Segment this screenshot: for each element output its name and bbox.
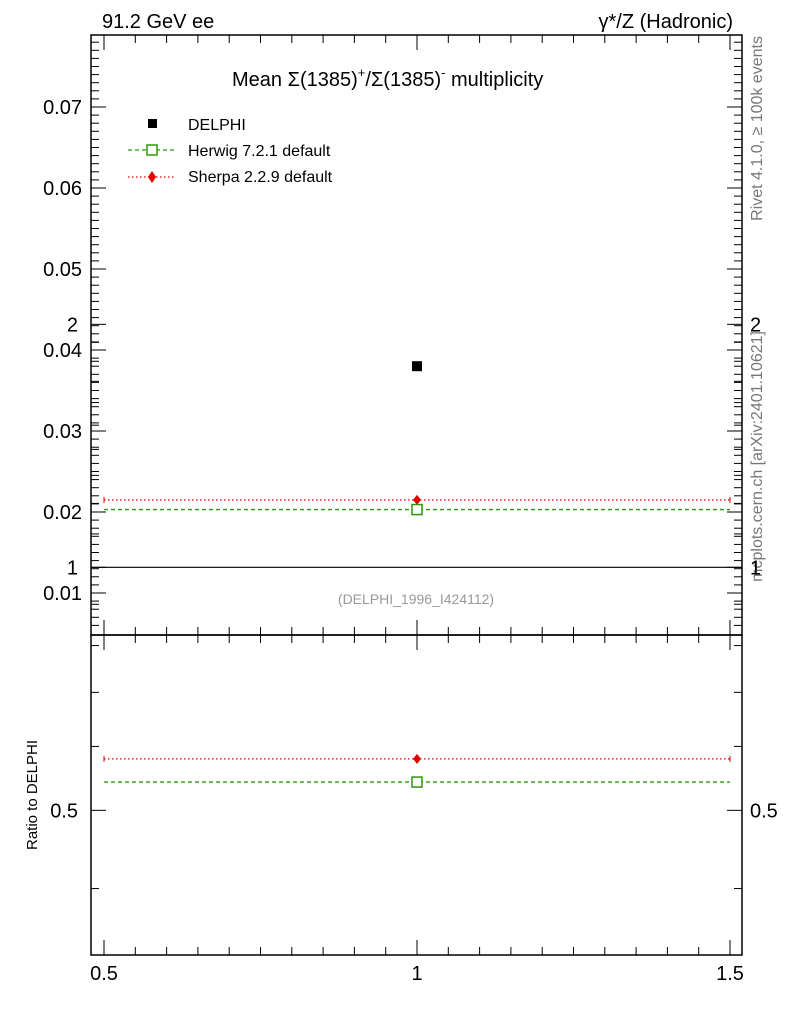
legend-herwig-marker <box>146 144 158 156</box>
main-y-tick-label: 0.05 <box>43 259 82 281</box>
legend-herwig-label: Herwig 7.2.1 default <box>188 143 331 160</box>
energy-label: 91.2 GeV ee <box>102 11 214 33</box>
mcplots-label: mcplots.cern.ch [arXiv:2401.10621] <box>749 331 766 582</box>
process-label: γ*/Z (Hadronic) <box>599 11 733 33</box>
main-y-tick-label: 0.02 <box>43 502 82 524</box>
main-y-tick-label: 0.06 <box>43 178 82 200</box>
legend-sherpa-marker <box>148 171 156 183</box>
legend-sherpa-label: Sherpa 2.2.9 default <box>188 169 333 186</box>
ratio-axis-label: Ratio to DELPHI <box>24 740 41 850</box>
ratio-y-tick-label-right: 1 <box>750 557 761 579</box>
title-slash: / <box>365 69 371 91</box>
axis-ticks: 0.01 0.02 0.03 0.04 0.05 0.06 0.07 0.5 1 1.5 0.5 1 2… <box>43 35 778 985</box>
title-sigma-minus: Σ(1385) <box>371 69 441 91</box>
title-sigma-plus: Σ(1385) <box>288 69 358 91</box>
sherpa-point <box>413 494 421 505</box>
ratio-y-tick-label: 1 <box>67 557 78 579</box>
x-tick-label: 1 <box>411 963 422 985</box>
ratio-y-tick-label-right: 2 <box>750 314 761 336</box>
ratio-plot-marks <box>91 566 742 788</box>
title-prefix: Mean <box>232 69 288 91</box>
delphi-point <box>412 361 422 372</box>
rivet-label: Rivet 4.1.0, ≥ 100k events <box>749 36 766 221</box>
legend-delphi-label: DELPHI <box>188 117 246 134</box>
plot-title: Mean Σ(1385)+/Σ(1385)- multiplicity <box>232 65 543 91</box>
legend: DELPHI Herwig 7.2.1 default Sherpa 2.2.9… <box>128 117 333 186</box>
title-sup-plus: + <box>358 65 366 80</box>
ratio-sherpa-point <box>413 753 421 764</box>
main-plot-marks <box>103 361 731 516</box>
analysis-id-label: (DELPHI_1996_I424112) <box>338 591 494 607</box>
title-suffix: multiplicity <box>445 69 543 91</box>
main-y-tick-label: 0.04 <box>43 340 82 362</box>
ratio-y-tick-label: 2 <box>67 314 78 336</box>
main-y-tick-label: 0.03 <box>43 421 82 443</box>
ratio-plot-frame <box>90 634 743 956</box>
legend-delphi-marker <box>148 119 157 128</box>
main-y-tick-label: 0.07 <box>43 97 82 119</box>
x-tick-label: 1.5 <box>716 963 744 985</box>
ratio-y-tick-label: 0.5 <box>50 800 78 822</box>
ratio-herwig-point <box>411 776 423 788</box>
ratio-y-tick-label-right: 0.5 <box>750 800 778 822</box>
x-tick-label: 0.5 <box>90 963 118 985</box>
title-sup-minus: - <box>441 65 445 80</box>
main-y-tick-label: 0.01 <box>43 583 82 605</box>
herwig-point <box>411 503 423 516</box>
